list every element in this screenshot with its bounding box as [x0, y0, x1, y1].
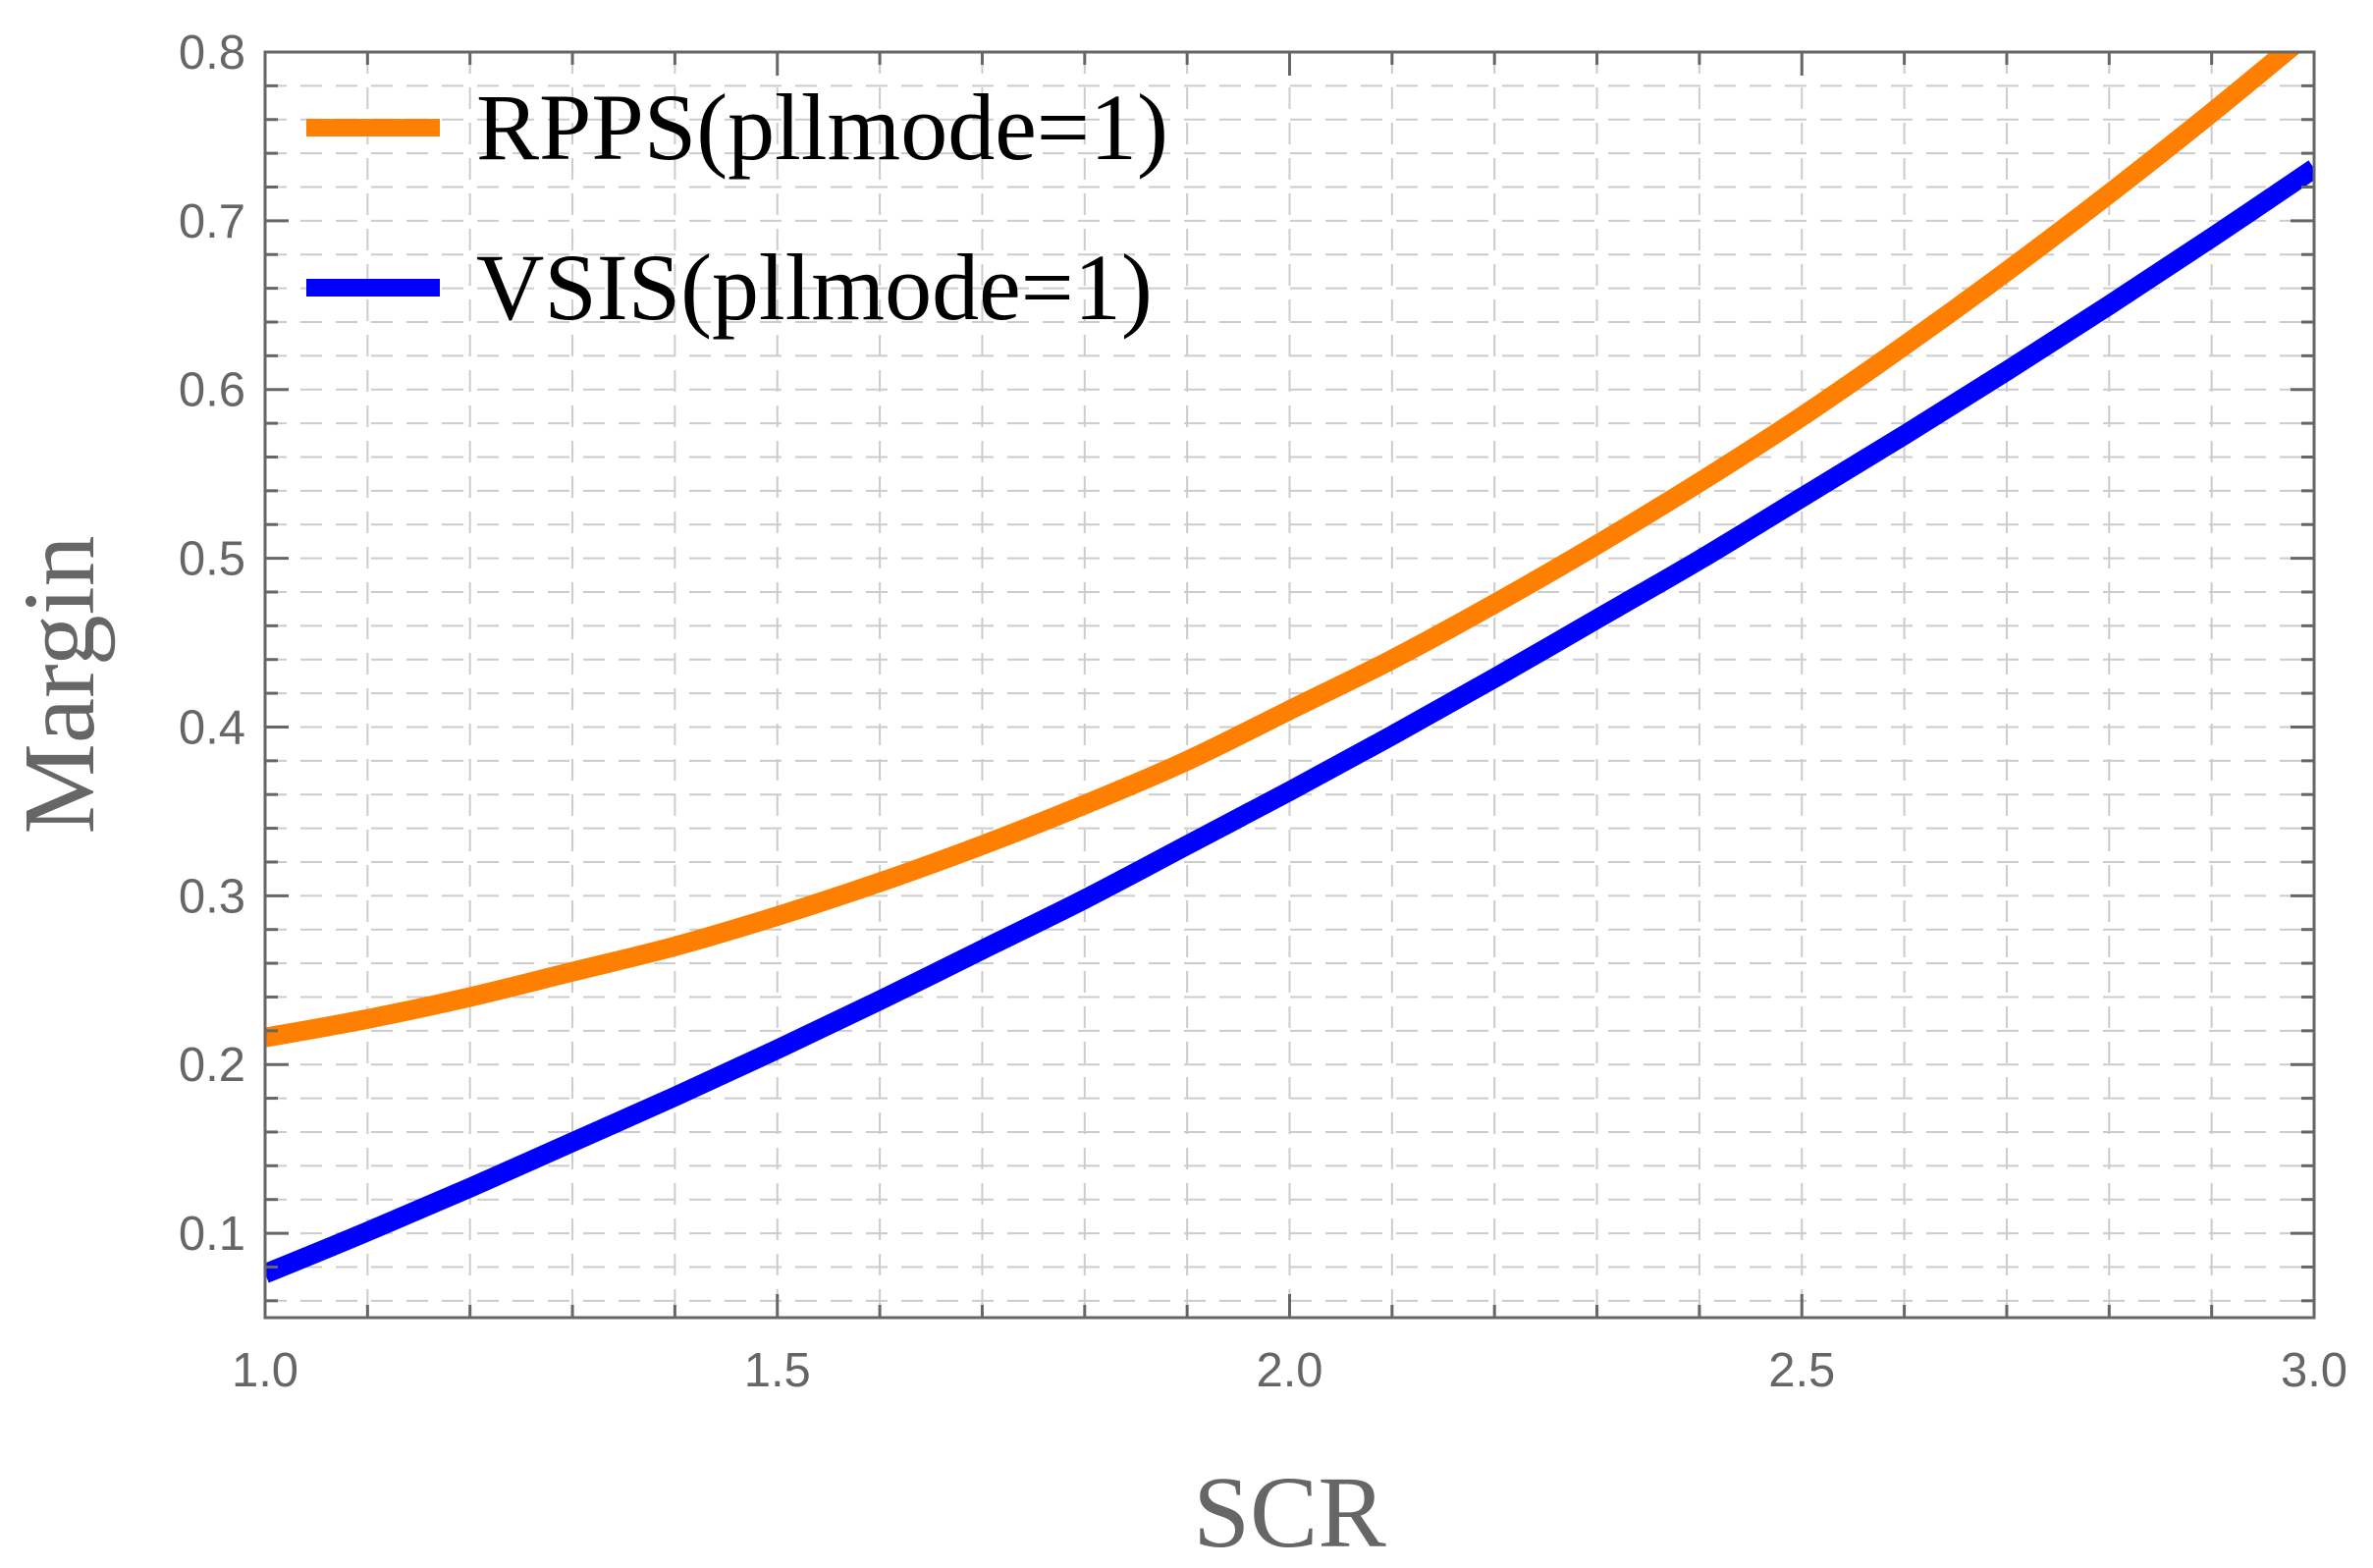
- y-tick-label: 0.5: [179, 533, 245, 586]
- x-tick-label: 3.0: [2281, 1344, 2347, 1397]
- series-line-vsis: [265, 160, 2314, 1283]
- series-line-rpps: [265, 52, 2301, 1048]
- legend-label-vsis: VSIS(pllmode=1): [476, 235, 1153, 340]
- x-tick-label: 1.0: [232, 1344, 298, 1397]
- y-tick-label: 0.3: [179, 870, 245, 923]
- grid: [265, 52, 2314, 1318]
- x-axis-title: SCR: [1193, 1456, 1386, 1568]
- y-tick-label: 0.1: [179, 1208, 245, 1261]
- y-axis-title: Margin: [3, 535, 116, 834]
- x-tick-label: 2.0: [1256, 1344, 1322, 1397]
- series-layer: [265, 52, 2314, 1283]
- x-tick-label: 2.5: [1768, 1344, 1835, 1397]
- y-tick-label: 0.8: [179, 27, 245, 80]
- y-tick-label: 0.7: [179, 195, 245, 248]
- y-tick-label: 0.6: [179, 364, 245, 417]
- ticks: [263, 50, 2316, 1318]
- y-tick-label: 0.4: [179, 701, 245, 754]
- y-tick-label: 0.2: [179, 1039, 245, 1092]
- x-tick-label: 1.5: [744, 1344, 811, 1397]
- legend-label-rpps: RPPS(pllmode=1): [476, 75, 1168, 180]
- tick-labels: 1.0 1.5 2.0 2.5 3.0 0.1 0.2 0.3 0.4 0.5 0.6 0.7 0.8: [179, 27, 2347, 1397]
- legend: RPPS(pllmode=1) VSIS(pllmode=1): [306, 75, 1168, 340]
